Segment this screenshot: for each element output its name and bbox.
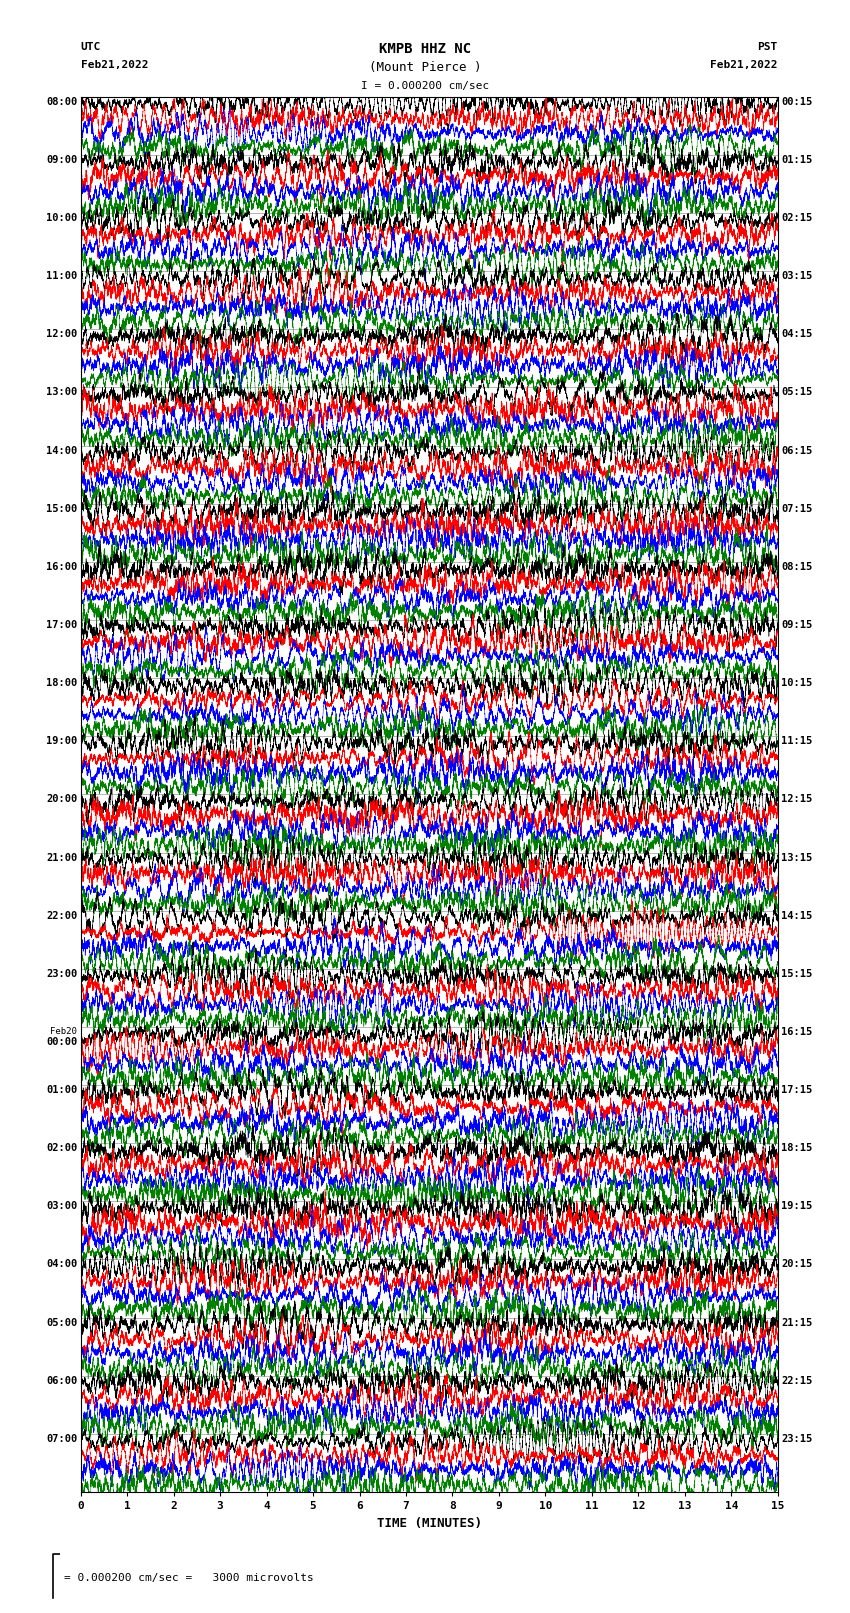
Text: I = 0.000200 cm/sec: I = 0.000200 cm/sec [361,81,489,90]
Text: 14:00: 14:00 [46,445,77,455]
Text: 14:15: 14:15 [781,911,813,921]
Text: 18:15: 18:15 [781,1144,813,1153]
Text: 04:15: 04:15 [781,329,813,339]
Text: KMPB HHZ NC: KMPB HHZ NC [379,42,471,56]
Text: 12:15: 12:15 [781,794,813,805]
Text: Feb21,2022: Feb21,2022 [81,60,148,69]
Text: 22:15: 22:15 [781,1376,813,1386]
Text: PST: PST [757,42,778,52]
Text: 06:00: 06:00 [46,1376,77,1386]
Text: 05:15: 05:15 [781,387,813,397]
Text: 19:00: 19:00 [46,736,77,747]
Text: 16:00: 16:00 [46,561,77,573]
Text: 08:00: 08:00 [46,97,77,106]
Text: 13:00: 13:00 [46,387,77,397]
Text: 10:15: 10:15 [781,677,813,689]
Text: 17:15: 17:15 [781,1086,813,1095]
Text: 09:15: 09:15 [781,619,813,631]
Text: 12:00: 12:00 [46,329,77,339]
Text: 20:15: 20:15 [781,1260,813,1269]
Text: 02:15: 02:15 [781,213,813,223]
Text: 20:00: 20:00 [46,794,77,805]
Text: 08:15: 08:15 [781,561,813,573]
Text: 23:15: 23:15 [781,1434,813,1444]
Text: 10:00: 10:00 [46,213,77,223]
Text: 05:00: 05:00 [46,1318,77,1327]
Text: 01:15: 01:15 [781,155,813,165]
Text: 01:00: 01:00 [46,1086,77,1095]
Text: = 0.000200 cm/sec =   3000 microvolts: = 0.000200 cm/sec = 3000 microvolts [64,1573,314,1582]
Text: 22:00: 22:00 [46,911,77,921]
Text: 06:15: 06:15 [781,445,813,455]
Text: 02:00: 02:00 [46,1144,77,1153]
Text: 15:15: 15:15 [781,969,813,979]
Text: 11:00: 11:00 [46,271,77,281]
Text: 00:15: 00:15 [781,97,813,106]
Text: 09:00: 09:00 [46,155,77,165]
Text: 07:15: 07:15 [781,503,813,513]
Text: 15:00: 15:00 [46,503,77,513]
Text: 13:15: 13:15 [781,853,813,863]
Text: Feb21,2022: Feb21,2022 [711,60,778,69]
Text: 03:00: 03:00 [46,1202,77,1211]
Text: 16:15: 16:15 [781,1027,813,1037]
Text: 04:00: 04:00 [46,1260,77,1269]
Text: 18:00: 18:00 [46,677,77,689]
Text: 21:15: 21:15 [781,1318,813,1327]
Text: 03:15: 03:15 [781,271,813,281]
Text: 00:00: 00:00 [46,1037,77,1047]
Text: 11:15: 11:15 [781,736,813,747]
Text: 07:00: 07:00 [46,1434,77,1444]
Text: 17:00: 17:00 [46,619,77,631]
Text: 23:00: 23:00 [46,969,77,979]
Text: 19:15: 19:15 [781,1202,813,1211]
X-axis label: TIME (MINUTES): TIME (MINUTES) [377,1516,482,1529]
Text: 21:00: 21:00 [46,853,77,863]
Text: Feb20: Feb20 [50,1027,77,1036]
Text: UTC: UTC [81,42,101,52]
Text: (Mount Pierce ): (Mount Pierce ) [369,61,481,74]
